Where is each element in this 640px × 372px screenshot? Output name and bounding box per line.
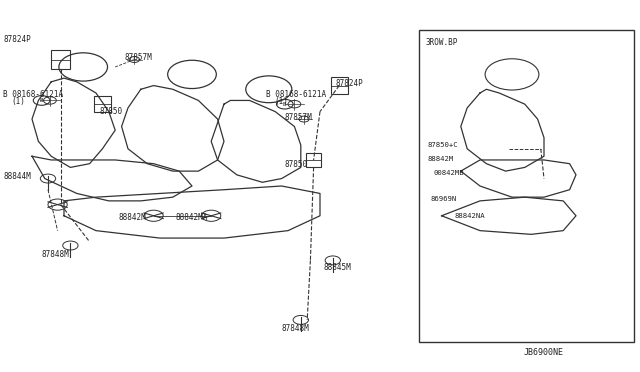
Text: (1): (1) (12, 97, 26, 106)
Bar (533, 141, 548, 156)
Text: 87850+C: 87850+C (428, 142, 458, 148)
Text: B 08168-6121A: B 08168-6121A (266, 90, 326, 99)
Bar (306, 153, 321, 167)
Text: 87824P: 87824P (336, 79, 364, 88)
Text: B 08168-6121A: B 08168-6121A (3, 90, 63, 99)
Text: 88842M: 88842M (118, 213, 146, 222)
Text: 00842MB: 00842MB (434, 170, 465, 176)
Bar (419, 30, 634, 342)
Bar (51, 50, 70, 69)
Text: 87850: 87850 (285, 160, 308, 169)
Text: 86969N: 86969N (430, 196, 456, 202)
Text: 88842MA: 88842MA (176, 213, 209, 222)
Text: 3ROW.BP: 3ROW.BP (426, 38, 458, 46)
Text: 87850: 87850 (99, 107, 122, 116)
Text: 87857M: 87857M (285, 113, 312, 122)
Text: 88842M: 88842M (428, 156, 454, 162)
Text: 88845M: 88845M (323, 263, 351, 272)
Bar (331, 77, 348, 94)
Text: 87857M: 87857M (125, 53, 152, 62)
Text: 88844M: 88844M (3, 172, 31, 181)
Text: B: B (40, 98, 44, 103)
Text: 88842NA: 88842NA (454, 213, 485, 219)
Text: JB6900NE: JB6900NE (524, 348, 564, 357)
Text: (1): (1) (274, 97, 288, 106)
Bar (94, 96, 111, 112)
Text: B: B (283, 102, 287, 107)
Text: 87824P: 87824P (3, 35, 31, 44)
Text: 87848M: 87848M (42, 250, 69, 259)
Text: 87848M: 87848M (282, 324, 309, 333)
